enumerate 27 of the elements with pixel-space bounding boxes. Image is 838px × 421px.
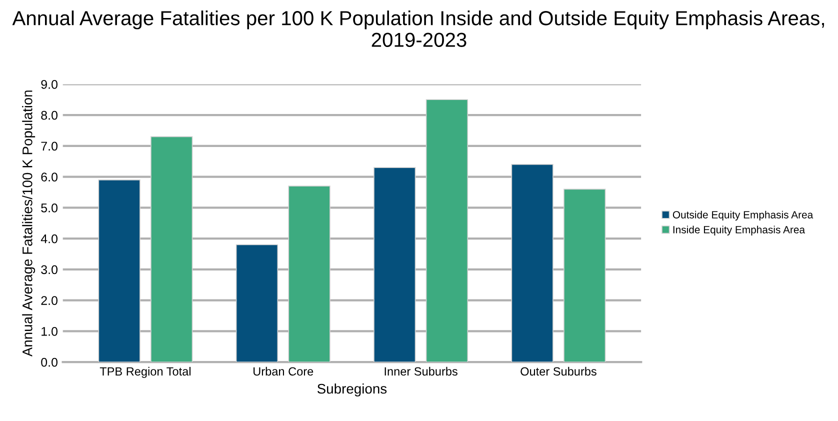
bar	[564, 188, 606, 362]
x-tick-label: Outer Suburbs	[520, 366, 596, 376]
y-tick-label: 7.0	[41, 142, 58, 151]
y-tick-label: 0.0	[41, 358, 58, 367]
bar	[426, 99, 468, 362]
y-tick-label: 9.0	[41, 80, 58, 89]
bar	[288, 186, 330, 362]
y-tick-label: 5.0	[41, 203, 58, 212]
x-tick-label: TPB Region Total	[100, 366, 190, 378]
x-tick-label: Inner Suburbs	[384, 366, 458, 376]
y-tick-label: 8.0	[41, 110, 58, 120]
y-tick-label: 4.0	[40, 234, 58, 244]
y-tick-label: 2.0	[41, 296, 58, 305]
bar	[511, 164, 554, 362]
y-tick-label: 3.0	[41, 265, 58, 274]
y-axis-title: Annual Average Fatalities/100 K Population	[22, 90, 36, 357]
x-tick-label: Urban Core	[254, 366, 314, 376]
y-tick-label: 6.0	[41, 172, 58, 182]
bar	[374, 167, 416, 362]
x-axis-title: Subregions	[317, 383, 387, 396]
legend-label: Outside Equity Emphasis Area	[672, 210, 814, 221]
bar	[236, 244, 278, 362]
legend-label: Inside Equity Emphasis Area	[673, 226, 806, 236]
chart-title: Annual Average Fatalities per 100 K Population Inside and Outside Equity Emphasis Areas, 2019-2023	[12, 10, 824, 48]
bar	[98, 179, 140, 362]
y-tick-label: 1.0	[42, 326, 58, 336]
bar	[150, 136, 193, 362]
